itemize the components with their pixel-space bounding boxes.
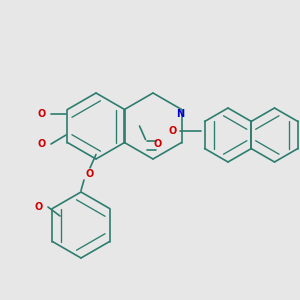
Text: O: O: [168, 125, 177, 136]
Text: O: O: [153, 139, 162, 149]
Text: O: O: [38, 109, 46, 119]
Text: O: O: [35, 202, 43, 212]
Text: O: O: [86, 169, 94, 179]
Text: O: O: [38, 139, 46, 149]
Text: N: N: [176, 109, 184, 119]
